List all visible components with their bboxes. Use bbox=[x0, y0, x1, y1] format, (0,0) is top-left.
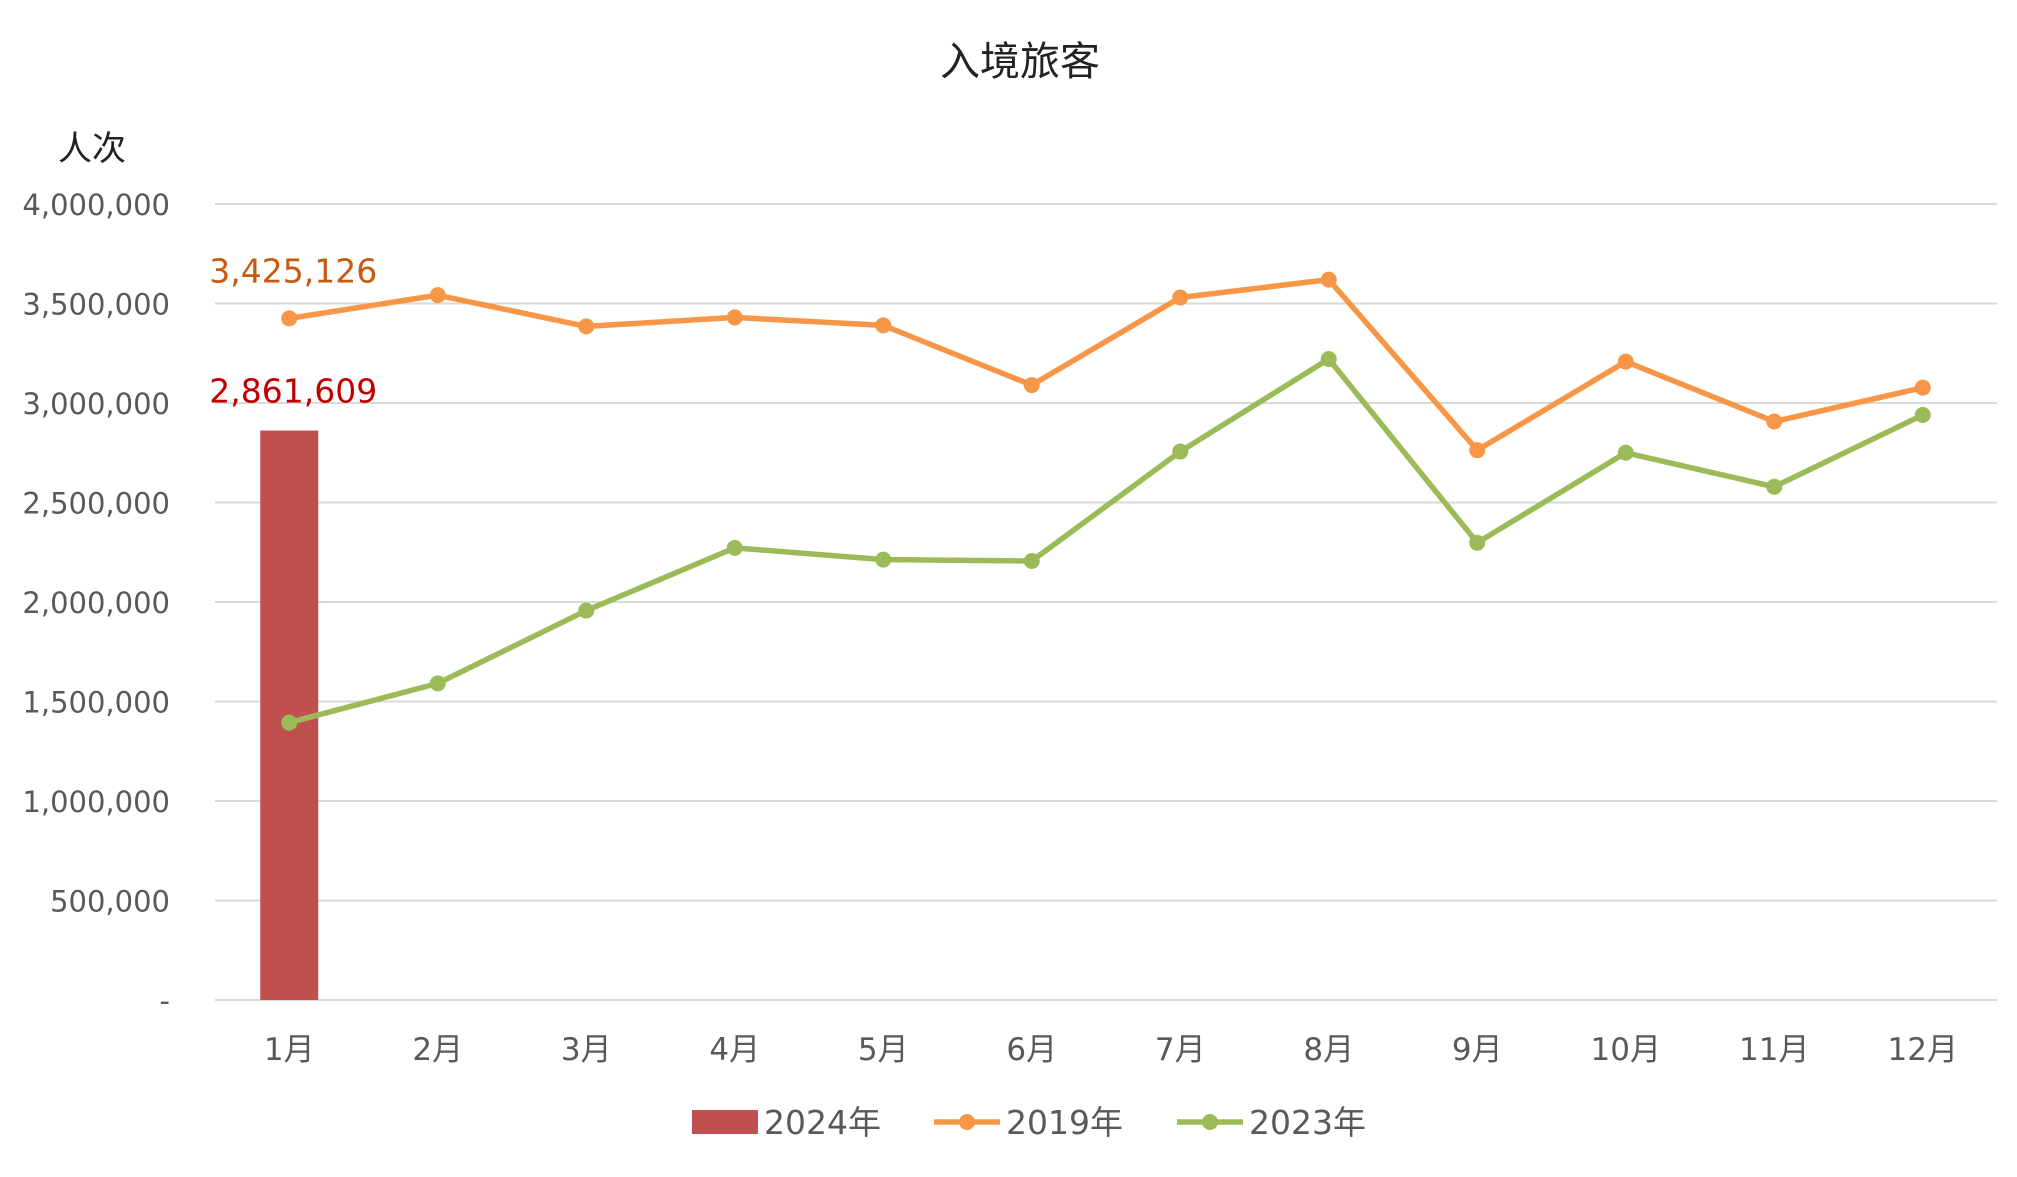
legend-label: 2023年 bbox=[1249, 1103, 1366, 1142]
y-tick-label: 2,500,000 bbox=[22, 487, 170, 521]
legend-label: 2024年 bbox=[764, 1103, 881, 1142]
point-2019年 bbox=[1023, 377, 1040, 394]
point-2019年 bbox=[1914, 379, 1931, 396]
x-tick-label: 9月 bbox=[1452, 1032, 1503, 1068]
point-2023年 bbox=[1172, 443, 1189, 460]
x-tick-label: 2月 bbox=[412, 1032, 463, 1068]
y-axis-label: 人次 bbox=[58, 129, 126, 169]
y-tick-label: - bbox=[160, 984, 170, 1018]
line-2019年 bbox=[288, 276, 1924, 453]
y-tick-label: 1,000,000 bbox=[22, 785, 170, 819]
x-tick-label: 4月 bbox=[709, 1032, 760, 1068]
point-2019年 bbox=[281, 310, 298, 327]
y-tick-label: 3,000,000 bbox=[22, 387, 170, 421]
x-tick-label: 6月 bbox=[1006, 1032, 1057, 1068]
point-2023年 bbox=[1766, 478, 1783, 495]
point-2019年 bbox=[429, 287, 446, 304]
point-2019年 bbox=[1766, 413, 1783, 430]
chart-title: 入境旅客 bbox=[940, 39, 1100, 85]
x-tick-label: 8月 bbox=[1303, 1032, 1354, 1068]
line-2023年 bbox=[288, 356, 1924, 726]
point-2019年 bbox=[578, 318, 595, 335]
y-tick-label: 4,000,000 bbox=[22, 188, 170, 222]
point-2023年 bbox=[1914, 406, 1931, 423]
point-2019年 bbox=[875, 317, 892, 334]
point-2019年 bbox=[1617, 353, 1634, 370]
point-2019年 bbox=[726, 309, 743, 326]
y-tick-label: 2,000,000 bbox=[22, 586, 170, 620]
point-2023年 bbox=[429, 675, 446, 692]
y-tick-label: 500,000 bbox=[50, 885, 170, 919]
point-2023年 bbox=[726, 539, 743, 556]
point-2023年 bbox=[1469, 534, 1486, 551]
point-2023年 bbox=[578, 602, 595, 619]
point-2019年 bbox=[1320, 271, 1337, 288]
x-tick-label: 12月 bbox=[1888, 1032, 1958, 1068]
point-2019年 bbox=[1469, 442, 1486, 459]
x-tick-label: 11月 bbox=[1739, 1032, 1809, 1068]
legend-label: 2019年 bbox=[1006, 1103, 1123, 1142]
x-tick-label: 1月 bbox=[264, 1032, 315, 1068]
point-2023年 bbox=[875, 551, 892, 568]
legend-marker-2023年 bbox=[1202, 1114, 1218, 1130]
legend-swatch-2024年 bbox=[692, 1110, 758, 1134]
point-2023年 bbox=[281, 714, 298, 731]
x-tick-label: 7月 bbox=[1155, 1032, 1206, 1068]
data-label: 3,425,126 bbox=[209, 251, 377, 290]
point-2019年 bbox=[1172, 289, 1189, 306]
y-tick-label: 3,500,000 bbox=[22, 288, 170, 322]
x-tick-label: 5月 bbox=[858, 1032, 909, 1068]
data-label: 2,861,609 bbox=[209, 372, 377, 411]
point-2023年 bbox=[1320, 351, 1337, 368]
y-tick-label: 1,500,000 bbox=[22, 686, 170, 720]
point-2023年 bbox=[1023, 553, 1040, 570]
x-tick-label: 10月 bbox=[1591, 1032, 1661, 1068]
x-tick-label: 3月 bbox=[561, 1032, 612, 1068]
point-2023年 bbox=[1617, 444, 1634, 461]
legend-marker-2019年 bbox=[959, 1114, 975, 1130]
